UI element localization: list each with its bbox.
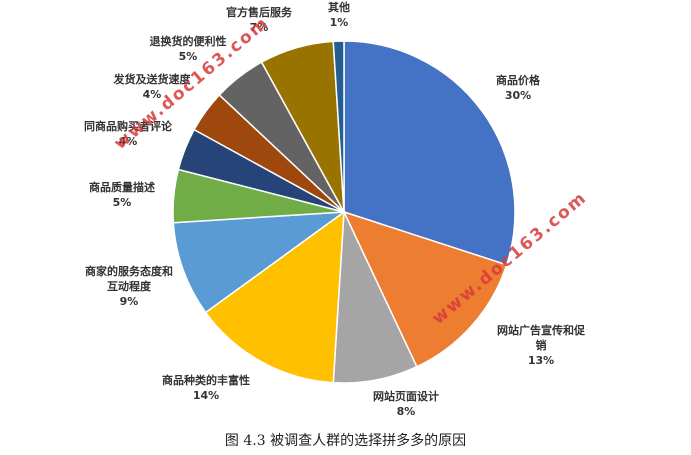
slice-category: 商品种类的丰富性 — [162, 373, 250, 387]
slice-percent: 5% — [179, 50, 198, 63]
slice-category: 商家的服务态度和 — [85, 264, 173, 278]
slice-percent: 7% — [250, 21, 269, 34]
slice-percent: 9% — [120, 295, 139, 308]
slice-label: 同商品购买者评论 4% — [84, 119, 173, 148]
slice-percent: 8% — [397, 405, 416, 418]
pie-slice — [172, 211, 347, 314]
slice-category: 互动程度 — [107, 279, 152, 293]
slice-label: 官方售后服务 7% — [226, 5, 293, 34]
slice-category: 网站广告宣传和促 — [497, 323, 586, 337]
slice-percent: 5% — [113, 196, 132, 209]
slice-percent: 13% — [528, 354, 554, 367]
slice-category: 发货及送货速度 — [113, 72, 192, 86]
slice-category: 商品价格 — [496, 73, 541, 87]
slice-category: 网站页面设计 — [373, 389, 439, 403]
slice-category: 退换货的便利性 — [150, 34, 227, 48]
slice-category: 同商品购买者评论 — [84, 119, 173, 133]
pie-slices — [172, 40, 516, 384]
slice-category: 销 — [536, 338, 547, 352]
pie-slice — [332, 40, 345, 213]
slice-label: 商品质量描述 5% — [89, 180, 155, 209]
slice-percent: 30% — [505, 89, 531, 102]
slice-percent: 1% — [330, 16, 349, 29]
figure-caption: 图 4.3 被调查人群的选择拼多多的原因 — [224, 433, 467, 449]
pie-slice — [342, 210, 508, 368]
slice-category: 官方售后服务 — [226, 5, 293, 19]
slice-label: 其他 1% — [328, 0, 350, 29]
slice-label: 商品价格 30% — [496, 73, 541, 102]
slice-percent: 4% — [119, 135, 138, 148]
slice-percent: 14% — [193, 389, 219, 402]
slice-label: 商品种类的丰富性 14% — [162, 373, 250, 402]
pie-slice — [204, 210, 345, 384]
slice-label: 发货及送货速度 4% — [113, 72, 192, 101]
slice-label: 退换货的便利性 5% — [150, 34, 227, 63]
slice-category: 其他 — [328, 0, 350, 14]
pie-slice — [343, 40, 516, 266]
slice-label: 网站页面设计 8% — [373, 389, 439, 418]
slice-percent: 4% — [143, 88, 162, 101]
slice-category: 商品质量描述 — [89, 180, 155, 194]
